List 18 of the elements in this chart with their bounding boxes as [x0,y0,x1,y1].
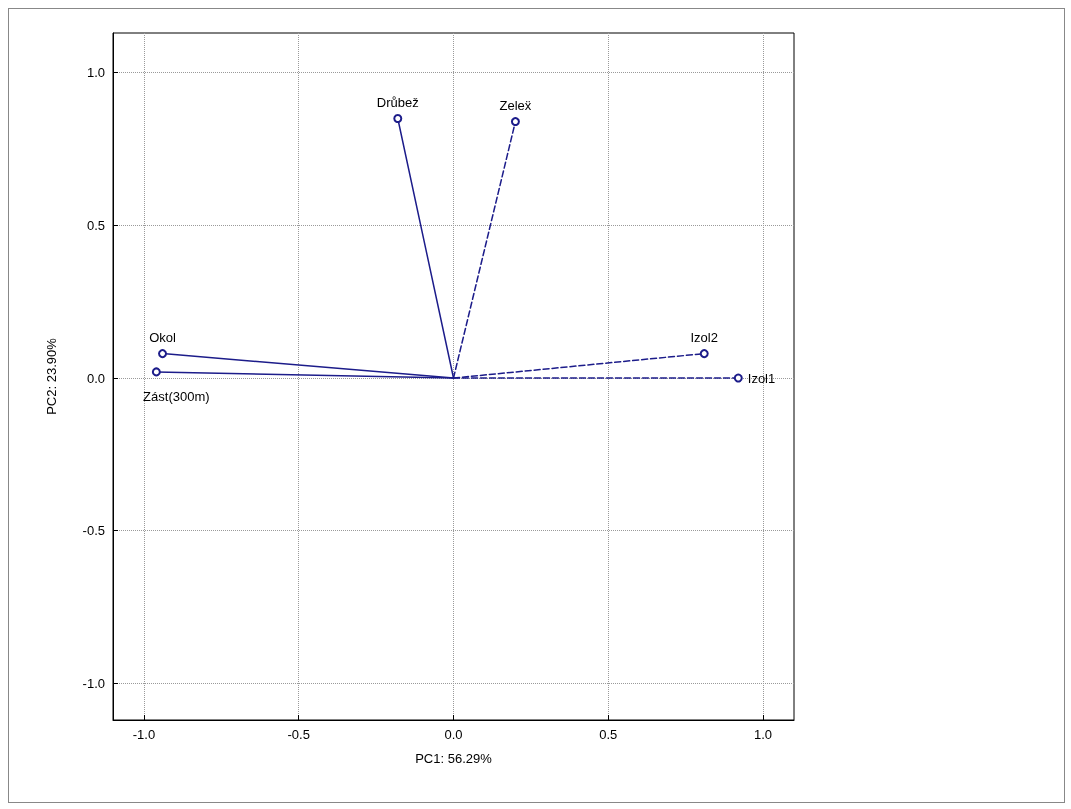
x-tick-label: -1.0 [132,727,156,742]
x-tick-label: 1.0 [754,727,773,742]
series-label: Zeleẍ [499,98,532,114]
y-tick-label: 1.0 [86,65,105,81]
y-tick-label: 0.0 [86,370,105,386]
x-tick-label: -0.5 [287,727,310,742]
series-label: Okol [149,330,176,346]
series-label: Izol1 [747,370,776,386]
x-axis-title: PC1: 56.29% [415,751,493,766]
series-label: Drůbež [376,94,419,110]
y-tick-label: -1.0 [82,675,105,691]
y-tick-label: -0.5 [82,523,105,539]
x-tick-label: 0.5 [599,727,618,742]
y-axis-title: PC2: 23.90% [44,337,59,415]
series-label: Izol2 [690,330,718,346]
x-tick-label: 0.0 [444,727,463,742]
series-label: Zást(300m) [143,389,210,405]
y-tick-label: 0.5 [86,217,105,233]
